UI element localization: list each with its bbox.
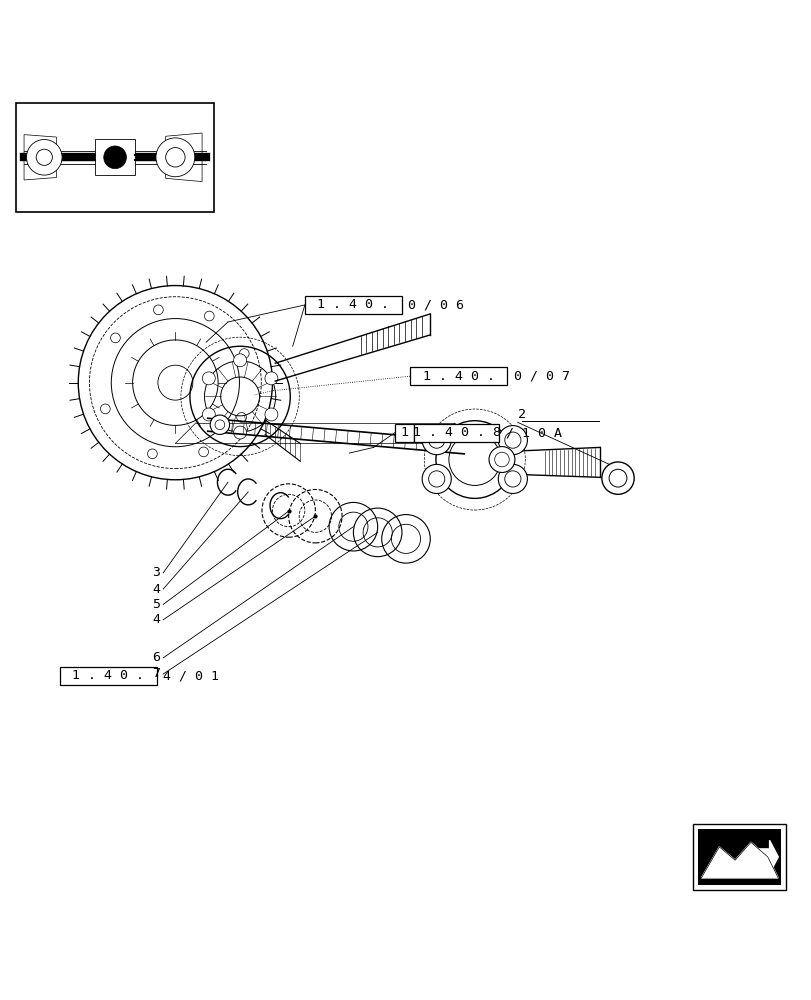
Text: 0 / 0 7: 0 / 0 7 (513, 370, 569, 383)
Circle shape (153, 305, 163, 315)
Bar (95, 139, 135, 175)
Circle shape (27, 139, 62, 175)
Bar (394, 424, 414, 442)
Text: 1: 1 (400, 426, 408, 439)
Text: 4: 4 (152, 613, 160, 626)
Circle shape (494, 452, 508, 467)
Bar (59, 667, 157, 685)
Circle shape (422, 464, 451, 494)
Text: 1 . 4 0 . 8: 1 . 4 0 . 8 (412, 426, 500, 439)
Polygon shape (749, 840, 777, 873)
Text: / 1 0 A: / 1 0 A (505, 426, 561, 439)
Circle shape (234, 354, 247, 367)
Circle shape (601, 462, 633, 494)
Circle shape (237, 413, 246, 422)
Bar (414, 424, 499, 442)
Circle shape (202, 372, 215, 385)
Text: 0 / 0 6: 0 / 0 6 (408, 298, 464, 311)
Circle shape (264, 408, 277, 421)
Circle shape (428, 471, 444, 487)
Circle shape (608, 469, 626, 487)
Circle shape (110, 333, 120, 343)
Circle shape (104, 146, 127, 169)
Text: 7: 7 (152, 667, 160, 680)
Text: 5: 5 (152, 598, 160, 611)
Circle shape (498, 464, 527, 494)
Text: 2: 2 (517, 408, 525, 421)
Bar (693, 824, 785, 890)
Polygon shape (701, 842, 777, 878)
Circle shape (504, 471, 521, 487)
Text: 1 . 4 0 .: 1 . 4 0 . (422, 370, 494, 383)
Text: 4: 4 (152, 583, 160, 596)
Bar (304, 296, 401, 314)
Bar (16, 103, 214, 212)
Text: 1 . 4 0 .: 1 . 4 0 . (72, 669, 144, 682)
Circle shape (199, 447, 208, 457)
Circle shape (36, 149, 52, 165)
Circle shape (422, 426, 451, 455)
Text: 4 / 0 1: 4 / 0 1 (163, 669, 219, 682)
Circle shape (202, 408, 215, 421)
Circle shape (148, 449, 157, 459)
Text: 3: 3 (152, 566, 160, 579)
Bar (697, 829, 780, 885)
Circle shape (204, 311, 214, 321)
Circle shape (165, 148, 185, 167)
Circle shape (264, 372, 277, 385)
Circle shape (239, 349, 249, 358)
Circle shape (428, 432, 444, 448)
Circle shape (101, 404, 110, 414)
Bar (410, 367, 507, 385)
Circle shape (215, 420, 225, 430)
Circle shape (210, 415, 230, 434)
Text: 6: 6 (152, 651, 160, 664)
Circle shape (504, 432, 521, 448)
Circle shape (156, 138, 195, 177)
Text: 1 . 4 0 .: 1 . 4 0 . (317, 298, 389, 311)
Circle shape (488, 447, 514, 472)
Circle shape (234, 426, 247, 439)
Circle shape (498, 426, 527, 455)
